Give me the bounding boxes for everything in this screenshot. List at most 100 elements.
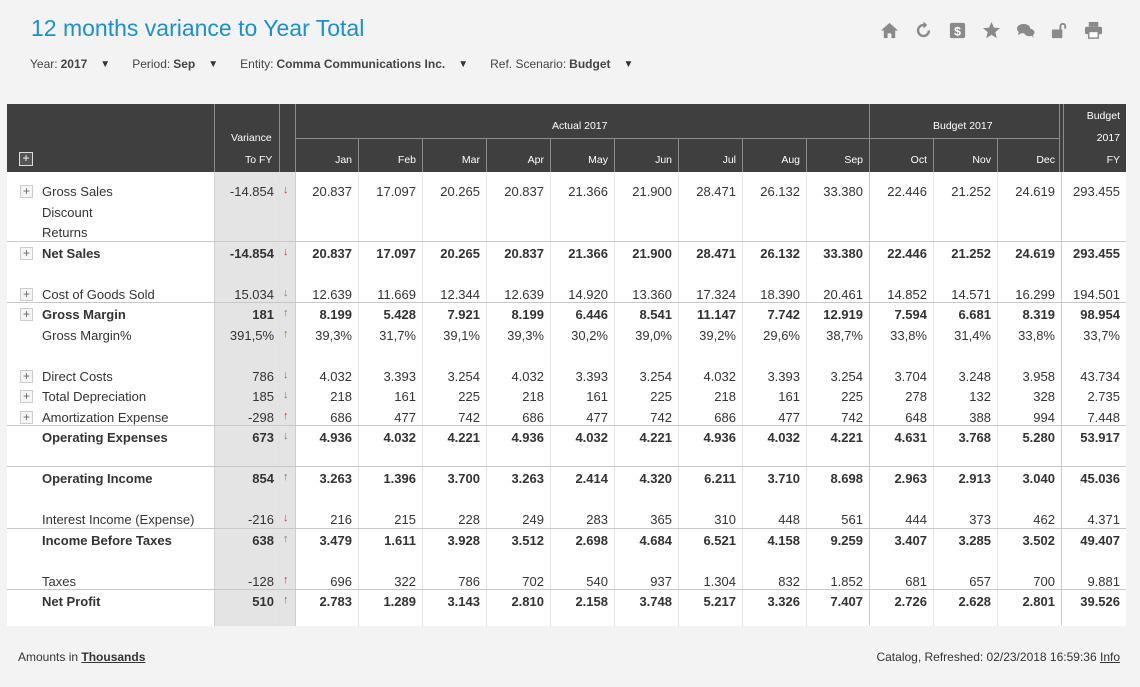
cell-value: 20.837 <box>504 184 544 199</box>
caret-down-icon[interactable]: ▼ <box>623 58 634 70</box>
expand-row-icon[interactable]: + <box>20 410 33 424</box>
cell-value: 215 <box>394 512 416 527</box>
cell-value: 20.837 <box>312 184 352 199</box>
cell-value: 31,4% <box>954 327 991 343</box>
cell-value: 5.280 <box>1022 430 1055 445</box>
header-variance-1: Variance <box>231 132 272 144</box>
cell-value: 20.837 <box>312 245 352 261</box>
filter-period[interactable]: Period: Sep ▼ <box>132 57 218 71</box>
row-label: Taxes <box>42 573 76 589</box>
table-row: + Cost of Goods Sold 15.034 ↓ 12.639 11.669 12… <box>7 284 1126 304</box>
table-row: Returns <box>7 222 1126 242</box>
cell-value: 39,3% <box>507 327 544 343</box>
expand-all-icon[interactable]: + <box>19 152 33 166</box>
expand-row-icon[interactable]: + <box>20 287 33 301</box>
dollar-icon[interactable]: $ <box>947 20 968 41</box>
fy-value: 45.036 <box>1080 471 1120 486</box>
filter-scenario-label: Ref. Scenario: <box>490 57 567 71</box>
arrow-down-icon: ↓ <box>283 286 289 299</box>
caret-down-icon[interactable]: ▼ <box>100 58 111 70</box>
cell-value: 3.285 <box>958 532 991 548</box>
cell-value: 216 <box>330 512 352 527</box>
cell-value: 3.393 <box>383 368 416 384</box>
variance-value: 638 <box>252 532 274 548</box>
table-row: Discount <box>7 202 1126 222</box>
expand-row-icon[interactable]: + <box>20 246 33 260</box>
cell-value: 3.393 <box>767 368 800 384</box>
header-month: Nov <box>972 154 991 166</box>
cell-value: 39,0% <box>635 327 672 343</box>
variance-value: 673 <box>252 430 274 445</box>
variance-value: 510 <box>252 594 274 609</box>
cell-value: 225 <box>458 389 480 404</box>
cell-value: 24.619 <box>1015 184 1055 199</box>
cell-value: 444 <box>905 512 927 527</box>
filter-entity[interactable]: Entity: Comma Communications Inc. ▼ <box>240 57 468 71</box>
table-row: Operating Expenses 673 ↓ 4.936 4.032 4.221 4.9… <box>7 427 1126 447</box>
expand-row-icon[interactable]: + <box>20 308 33 321</box>
cell-value: 365 <box>650 512 672 527</box>
cell-value: 283 <box>586 512 608 527</box>
comments-icon[interactable] <box>1015 20 1036 41</box>
variance-value: -14.854 <box>229 245 274 261</box>
report-grid: + Variance To FY Actual 2017 Budget 2017… <box>7 104 1126 626</box>
cell-value: 3.512 <box>511 532 544 548</box>
cell-value: 8.541 <box>639 307 672 322</box>
cell-value: 249 <box>522 512 544 527</box>
filter-scenario[interactable]: Ref. Scenario: Budget ▼ <box>490 57 633 71</box>
filter-year-value: 2017 <box>60 57 88 71</box>
expand-row-icon[interactable]: + <box>20 369 33 383</box>
header-month: Oct <box>910 154 927 166</box>
variance-value: -216 <box>247 512 274 527</box>
cell-value: 4.221 <box>830 430 863 445</box>
variance-value: 15.034 <box>234 286 274 302</box>
header-month: May <box>588 154 608 166</box>
cell-value: 3.407 <box>894 532 927 548</box>
cell-value: 17.097 <box>376 245 416 261</box>
star-icon[interactable] <box>981 20 1002 41</box>
cell-value: 14.920 <box>568 286 608 302</box>
cell-value: 132 <box>969 389 991 404</box>
cell-value: 21.366 <box>568 245 608 261</box>
cell-value: 1.396 <box>383 471 416 486</box>
cell-value: 3.254 <box>830 368 863 384</box>
expand-row-icon[interactable]: + <box>20 390 33 403</box>
cell-value: 12.639 <box>504 286 544 302</box>
footer-amounts: Amounts in Thousands <box>18 650 145 664</box>
cell-value: 21.252 <box>951 184 991 199</box>
arrow-down-icon: ↓ <box>283 245 289 258</box>
arrow-up-icon: ↑ <box>283 327 289 340</box>
unlock-icon[interactable] <box>1049 20 1070 41</box>
print-icon[interactable] <box>1083 20 1104 41</box>
cell-value: 462 <box>1033 512 1055 527</box>
cell-value: 3.143 <box>447 594 480 609</box>
cell-value: 2.414 <box>575 471 608 486</box>
cell-value: 29,6% <box>763 327 800 343</box>
caret-down-icon[interactable]: ▼ <box>458 58 469 70</box>
amounts-unit-link[interactable]: Thousands <box>81 650 146 664</box>
cell-value: 7.742 <box>767 307 800 322</box>
cell-value: 1.611 <box>384 532 416 548</box>
cell-value: 33.380 <box>823 245 863 261</box>
expand-row-icon[interactable]: + <box>20 185 33 198</box>
cell-value: 21.252 <box>951 245 991 261</box>
refresh-icon[interactable] <box>913 20 934 41</box>
cell-value: 17.097 <box>376 184 416 199</box>
home-icon[interactable] <box>879 20 900 41</box>
cell-value: 6.521 <box>703 532 736 548</box>
filter-year[interactable]: Year: 2017 ▼ <box>30 57 110 71</box>
cell-value: 3.479 <box>319 532 352 548</box>
cell-value: 12.344 <box>440 286 480 302</box>
header-month: Dec <box>1036 154 1055 166</box>
header-month: Jan <box>335 154 352 166</box>
cell-value: 700 <box>1033 573 1055 589</box>
caret-down-icon[interactable]: ▼ <box>208 58 219 70</box>
info-link[interactable]: Info <box>1099 650 1120 664</box>
row-label: Gross Margin% <box>42 327 132 343</box>
svg-text:$: $ <box>954 24 961 38</box>
cell-value: 3.928 <box>447 532 480 548</box>
refresh-text: Catalog, Refreshed: 02/23/2018 16:59:36 <box>876 650 1097 664</box>
cell-value: 278 <box>905 389 927 404</box>
filter-year-label: Year: <box>30 57 58 71</box>
row-separator <box>7 466 1126 467</box>
